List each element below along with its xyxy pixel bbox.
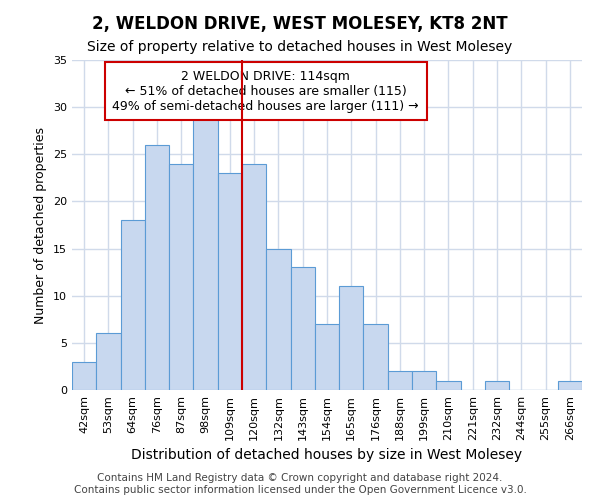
Bar [290,268,315,390]
Text: Size of property relative to detached houses in West Molesey: Size of property relative to detached ho… [88,40,512,54]
Bar [339,286,364,390]
Text: 2 WELDON DRIVE: 114sqm
← 51% of detached houses are smaller (115)
49% of semi-de: 2 WELDON DRIVE: 114sqm ← 51% of detached… [112,70,419,113]
Bar [485,380,509,390]
Bar [364,324,388,390]
Bar [121,220,145,390]
Text: 2, WELDON DRIVE, WEST MOLESEY, KT8 2NT: 2, WELDON DRIVE, WEST MOLESEY, KT8 2NT [92,15,508,33]
Bar [558,380,582,390]
Bar [218,173,242,390]
Bar [388,371,412,390]
Bar [315,324,339,390]
Y-axis label: Number of detached properties: Number of detached properties [34,126,47,324]
Bar [242,164,266,390]
Bar [72,362,96,390]
Bar [169,164,193,390]
Bar [266,248,290,390]
Bar [145,145,169,390]
X-axis label: Distribution of detached houses by size in West Molesey: Distribution of detached houses by size … [131,448,523,462]
Bar [412,371,436,390]
Bar [193,116,218,390]
Text: Contains HM Land Registry data © Crown copyright and database right 2024.
Contai: Contains HM Land Registry data © Crown c… [74,474,526,495]
Bar [436,380,461,390]
Bar [96,334,121,390]
